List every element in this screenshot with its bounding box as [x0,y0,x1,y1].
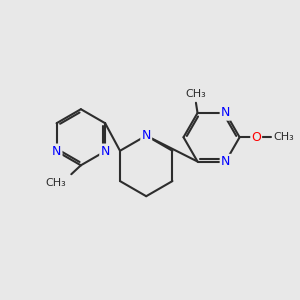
Text: N: N [142,129,151,142]
Text: CH₃: CH₃ [273,132,294,142]
Text: N: N [52,145,61,158]
Text: CH₃: CH₃ [45,178,66,188]
Text: N: N [100,145,110,158]
Text: N: N [221,155,230,168]
Text: CH₃: CH₃ [186,88,206,99]
Text: N: N [221,106,230,119]
Text: O: O [251,131,261,144]
